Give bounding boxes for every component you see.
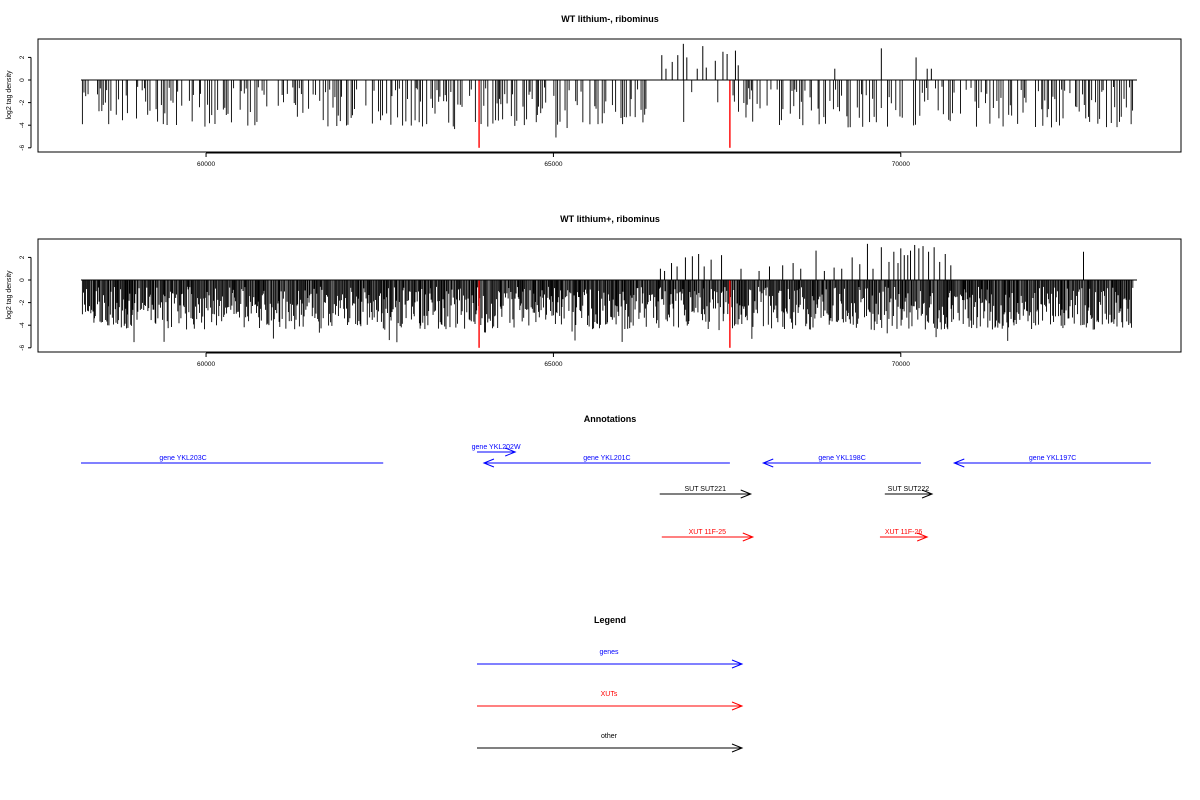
feature-label: XUT 11F-25 (689, 529, 727, 536)
panel-2-bars (81, 243, 1134, 343)
panel-2-frame (37, 238, 1182, 353)
panel-1: WT lithium-, ribominus log2 tag density … (6, 14, 1182, 168)
feature-label: SUT SUT222 (888, 486, 930, 493)
panel-1-x-axis: 60000 65000 70000 (197, 152, 910, 168)
legend-panel: Legend genes XUTs other (477, 615, 744, 753)
feature-label: gene YKL198C (818, 455, 865, 462)
y-tick-label: -6 (19, 145, 26, 151)
x-tick-label: 70000 (892, 361, 910, 368)
y-tick-label: -2 (19, 99, 26, 105)
feature-label: gene YKL197C (1029, 455, 1076, 462)
y-tick-label: 2 (19, 255, 26, 259)
x-tick-label: 60000 (197, 161, 215, 168)
legend-arrowhead (731, 659, 744, 669)
panel-1-title: WT lithium-, ribominus (561, 14, 659, 24)
feature-arrowhead (952, 458, 965, 468)
legend-arrowhead (731, 701, 744, 711)
feature-arrowhead (482, 458, 495, 468)
panel-1-y-axis-label: log2 tag density (6, 70, 13, 120)
panel-2: WT lithium+, ribominus log2 tag density … (6, 214, 1182, 368)
legend-label: other (601, 733, 618, 740)
feature-label: SUT SUT221 (684, 486, 726, 493)
panel-2-title: WT lithium+, ribominus (560, 214, 660, 224)
y-tick-label: -6 (19, 345, 26, 351)
panel-2-highlights (478, 280, 731, 348)
feature-arrowhead (740, 489, 753, 499)
y-tick-label: 0 (19, 78, 26, 82)
panel-1-frame (37, 38, 1182, 153)
feature-label: gene YKL203C (159, 455, 206, 462)
legend-items: genes XUTs other (477, 649, 744, 753)
legend-arrowhead (731, 743, 744, 753)
y-tick-label: 0 (19, 278, 26, 282)
feature-arrowhead (742, 532, 755, 542)
feature-label: gene YKL202W (472, 444, 521, 451)
feature-arrowhead (505, 447, 517, 457)
y-tick-label: -4 (19, 322, 26, 328)
annotations-title: Annotations (584, 414, 637, 424)
legend-label: XUTs (601, 691, 618, 698)
y-tick-label: 2 (19, 55, 26, 59)
panel-2-y-axis: 2 0 -2 -4 -6 (19, 255, 32, 351)
feature-label: XUT 11F-26 (885, 529, 923, 536)
feature-arrowhead (761, 458, 774, 468)
panel-2-x-axis: 60000 65000 70000 (197, 352, 910, 368)
x-tick-label: 65000 (544, 361, 562, 368)
panel-1-bars (81, 43, 1134, 138)
panel-1-highlights (478, 80, 731, 148)
panel-1-y-axis: 2 0 -2 -4 -6 (19, 55, 32, 151)
feature-label: gene YKL201C (583, 455, 630, 462)
y-tick-label: -4 (19, 122, 26, 128)
legend-label: genes (599, 649, 619, 656)
panel-2-y-axis-label: log2 tag density (6, 270, 13, 320)
x-tick-label: 65000 (544, 161, 562, 168)
annotation-features: gene YKL203C gene YKL202W gene YKL201C gene… (81, 444, 1151, 542)
feature-arrowhead (917, 532, 929, 542)
legend-title: Legend (594, 615, 626, 625)
feature-arrowhead (921, 489, 934, 499)
y-tick-label: -2 (19, 299, 26, 305)
x-tick-label: 70000 (892, 161, 910, 168)
x-tick-label: 60000 (197, 361, 215, 368)
